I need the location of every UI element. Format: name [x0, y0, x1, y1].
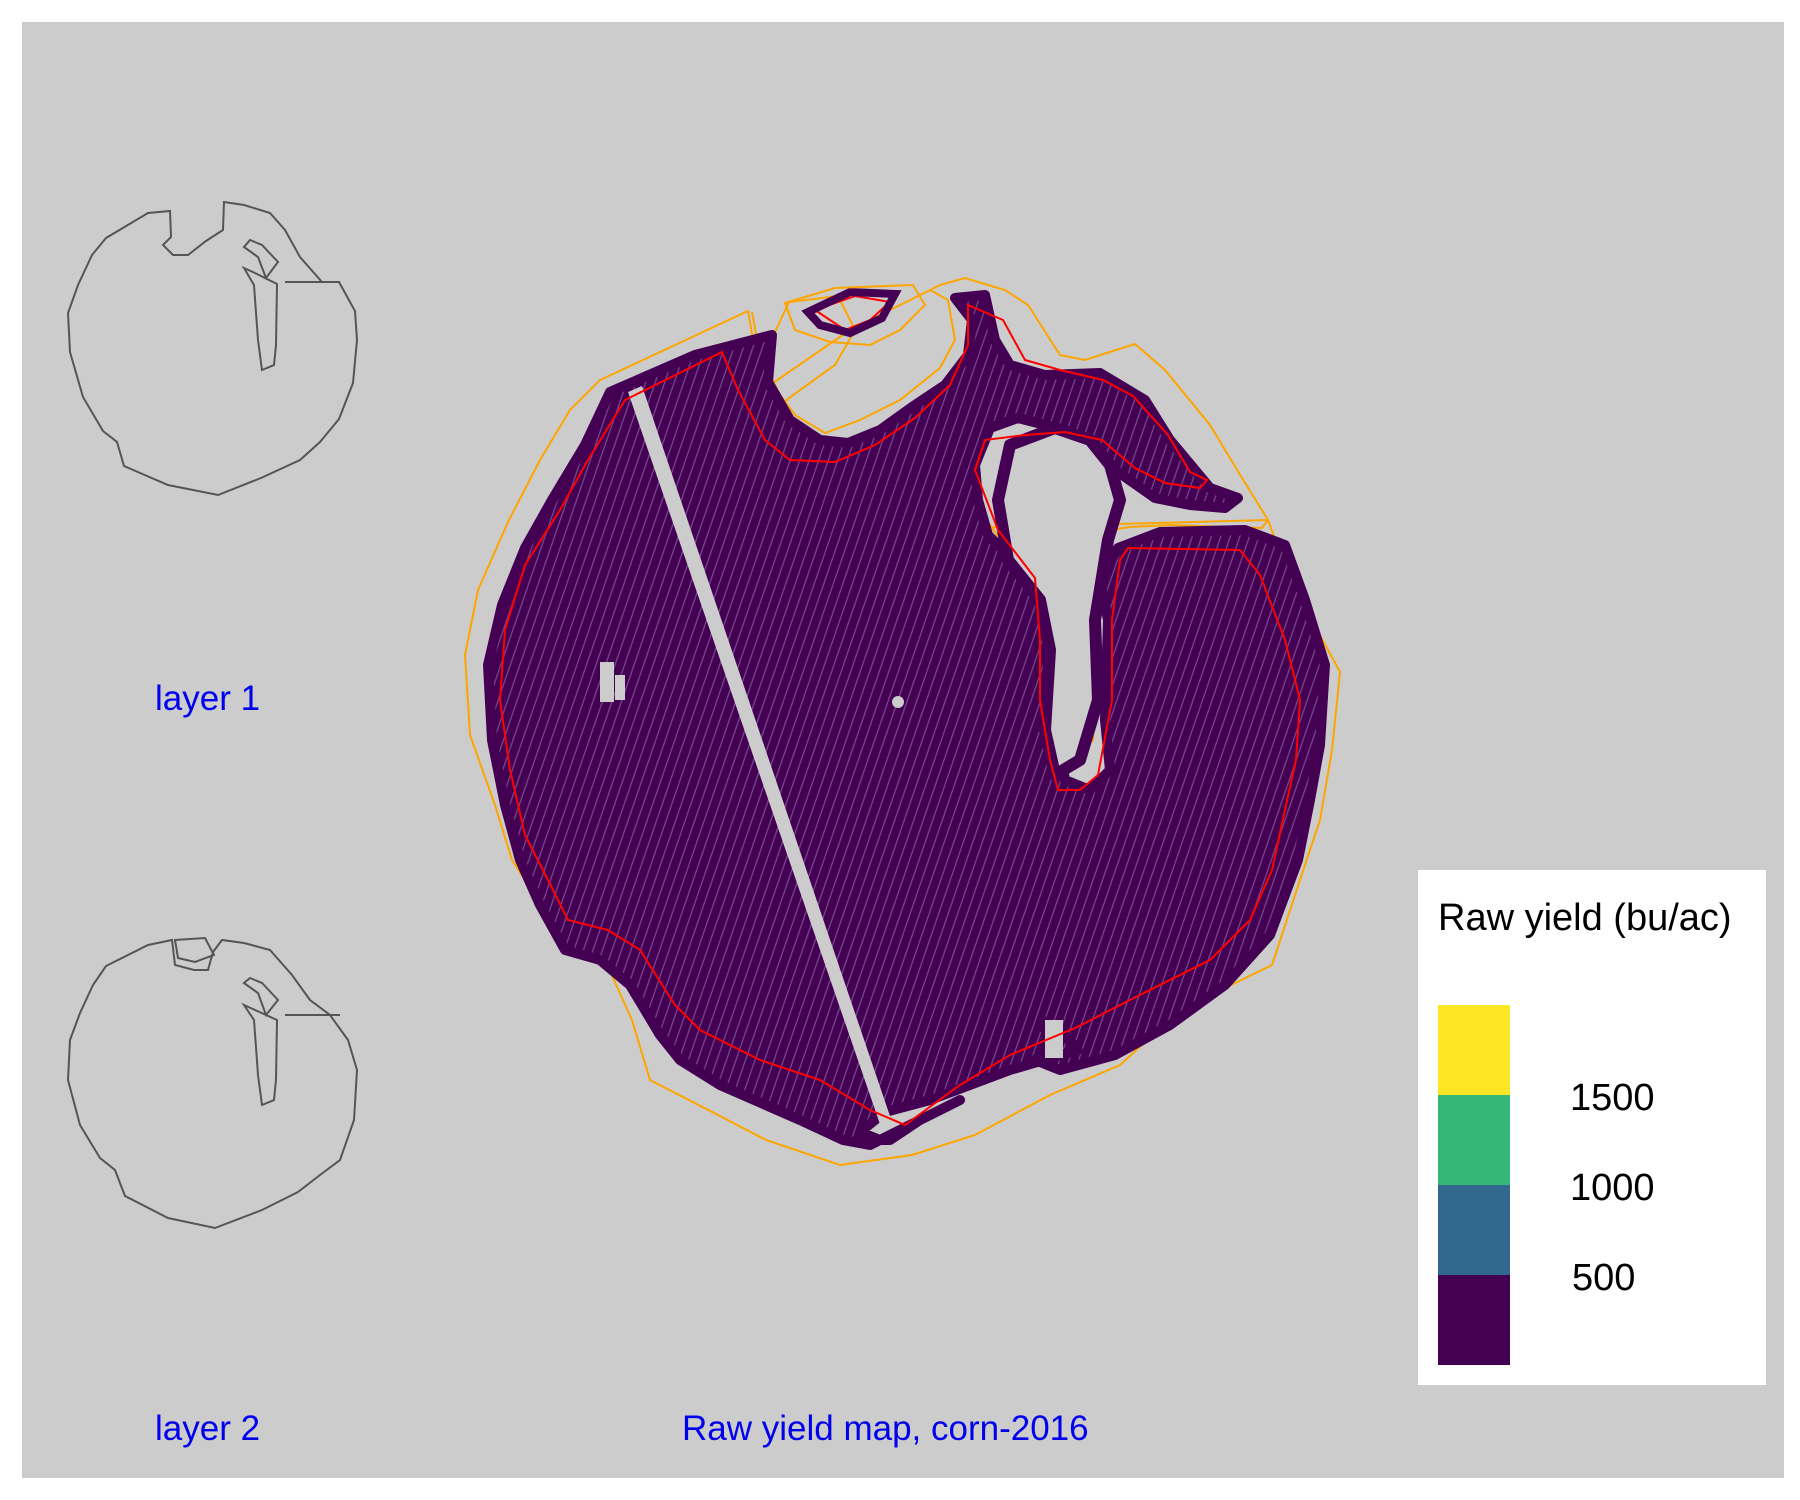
- legend-tick-1000: 1000: [1570, 1167, 1655, 1209]
- legend-swatch-2: [1438, 1095, 1510, 1185]
- layer-2-outline: [66, 936, 359, 1230]
- main-map-label: Raw yield map, corn-2016: [682, 1409, 1089, 1448]
- field-boundary: [498, 303, 1302, 1127]
- legend-swatch-4: [1438, 1275, 1510, 1365]
- layer-1-outline: [66, 200, 359, 497]
- yield-field: [483, 290, 1330, 1150]
- layer-1-label: layer 1: [155, 679, 260, 718]
- unharvested-strip: [628, 386, 893, 1130]
- layer-2-label: layer 2: [155, 1409, 260, 1448]
- field-hole: [992, 422, 1126, 781]
- field-gap-1: [600, 662, 614, 702]
- top-island-yield: [801, 287, 902, 338]
- field-gap-4: [1045, 1020, 1063, 1058]
- legend-swatch-3: [1438, 1185, 1510, 1275]
- legend-tick-500: 500: [1572, 1257, 1635, 1299]
- legend-title: Raw yield (bu/ac): [1438, 897, 1732, 939]
- legend-swatch-1: [1438, 1005, 1510, 1095]
- legend: Raw yield (bu/ac) 1500 1000 500: [1418, 870, 1766, 1385]
- field-gap-3: [892, 696, 904, 708]
- buffer-island: [783, 283, 927, 347]
- field-gap-2: [615, 675, 625, 700]
- legend-tick-1500: 1500: [1570, 1077, 1655, 1119]
